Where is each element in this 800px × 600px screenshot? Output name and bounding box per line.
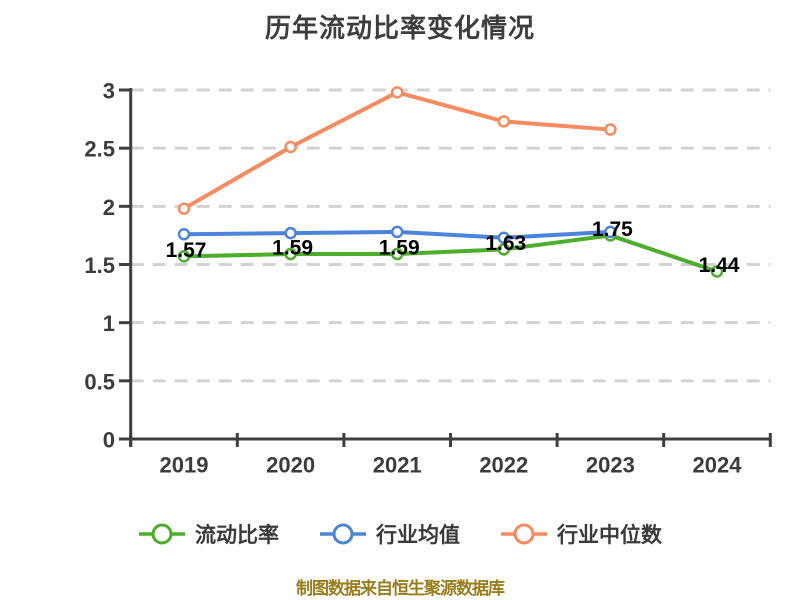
data-point-1 (604, 225, 617, 239)
data-point-0 (710, 265, 724, 278)
data-point-0 (177, 250, 191, 263)
legend-marker-industry-median (501, 523, 547, 545)
data-label: 1.57 (166, 239, 207, 262)
chart-title: 历年流动比率变化情况 (264, 13, 535, 43)
legend-marker-current-ratio (139, 523, 185, 545)
data-label: 1.75 (592, 218, 633, 241)
series-line-2 (182, 90, 613, 211)
x-tick-label: 2021 (373, 453, 422, 478)
y-tick-label: 3 (103, 79, 115, 104)
data-label: 1.59 (379, 237, 420, 260)
y-tick-label: 2 (103, 195, 115, 220)
series-line-0 (182, 233, 719, 274)
data-label: 1.63 (485, 232, 526, 255)
data-point-1 (177, 228, 191, 241)
y-tick-label: 1.5 (84, 253, 115, 278)
y-tick-label: 0 (103, 428, 115, 453)
legend-item-current-ratio: 流动比率 (138, 519, 279, 549)
legend-label-industry-median: 行业中位数 (557, 524, 662, 547)
data-point-1 (497, 231, 511, 244)
data-point-2 (390, 86, 404, 99)
data-point-0 (390, 247, 404, 261)
data-point-2 (177, 202, 191, 215)
legend-label-industry-average: 行业均值 (376, 524, 460, 547)
y-tick-label: 2.5 (84, 137, 115, 162)
legend-marker-industry-average (320, 523, 366, 545)
x-tick-label: 2022 (479, 453, 528, 478)
legend: 流动比率 行业均值 行业中位数 (0, 519, 800, 549)
data-label: 1.59 (272, 237, 313, 260)
x-tick-label: 2019 (160, 453, 209, 478)
data-point-1 (390, 225, 404, 239)
data-source-note: 制图数据来自恒生聚源数据库 (296, 579, 505, 598)
x-tick-label: 2023 (586, 453, 635, 478)
x-tick-label: 2024 (693, 453, 743, 478)
data-point-2 (497, 115, 511, 128)
data-point-1 (284, 226, 297, 240)
data-point-2 (604, 123, 617, 136)
y-tick-label: 1 (103, 311, 115, 336)
data-point-0 (284, 247, 297, 261)
data-point-0 (497, 243, 511, 256)
data-point-2 (284, 140, 297, 154)
x-tick-label: 2020 (266, 453, 315, 478)
data-label: 1.44 (699, 254, 740, 277)
y-tick-label: 0.5 (84, 369, 115, 394)
legend-label-current-ratio: 流动比率 (195, 524, 279, 547)
legend-item-industry-average: 行业均值 (319, 519, 460, 549)
legend-item-industry-median: 行业中位数 (500, 519, 662, 549)
